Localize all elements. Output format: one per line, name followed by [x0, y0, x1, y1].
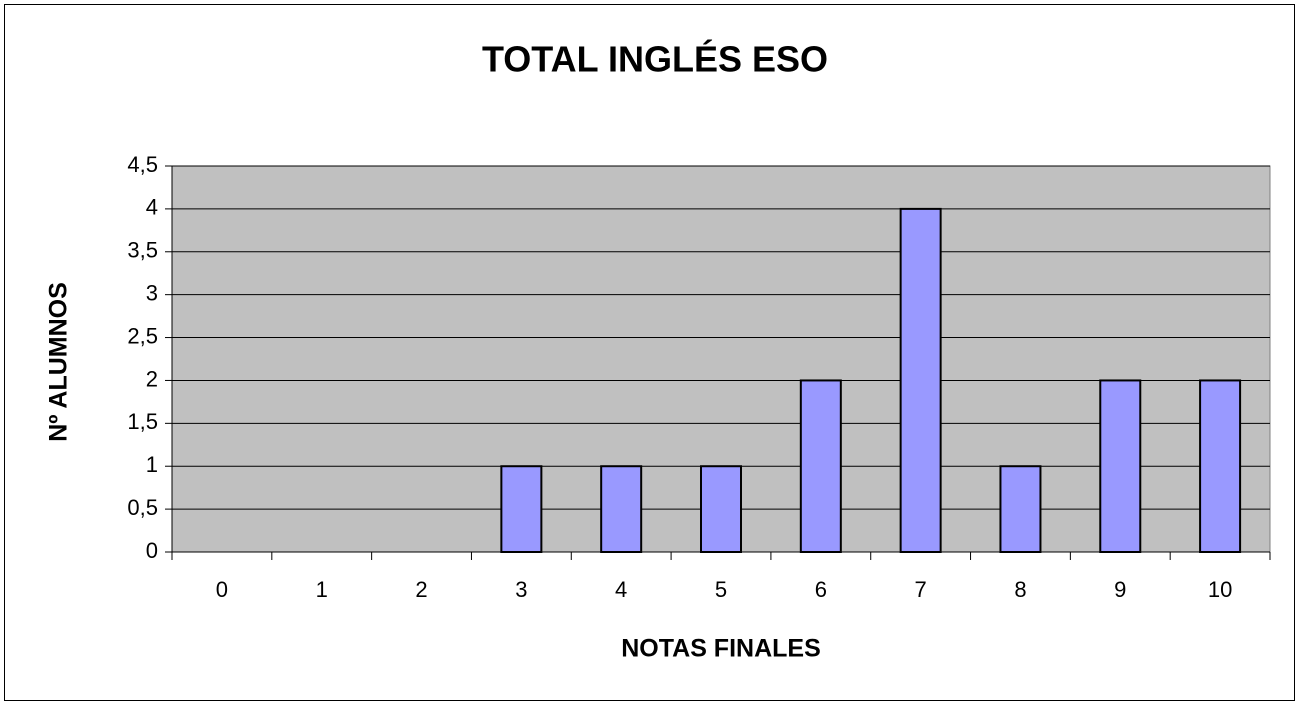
- y-tick-label: 0,5: [127, 495, 158, 520]
- y-tick-label: 1: [146, 452, 158, 477]
- bar: [899, 207, 942, 553]
- x-tick-label: 10: [1208, 577, 1232, 602]
- bar: [500, 465, 543, 554]
- x-tick-label: 1: [316, 577, 328, 602]
- y-tick-label: 1,5: [127, 409, 158, 434]
- x-tick-label: 8: [1014, 577, 1026, 602]
- x-tick-label: 6: [815, 577, 827, 602]
- y-tick-label: 3,5: [127, 238, 158, 263]
- x-tick-label: 5: [715, 577, 727, 602]
- bar: [1199, 379, 1242, 554]
- x-tick-label: 2: [415, 577, 427, 602]
- y-axis-title: Nº ALUMNOS: [45, 282, 73, 442]
- bar: [600, 465, 643, 554]
- chart-title: TOTAL INGLÉS ESO: [482, 39, 828, 80]
- bar: [1099, 379, 1142, 554]
- y-tick-label: 4,5: [127, 152, 158, 177]
- x-tick-label: 9: [1114, 577, 1126, 602]
- y-tick-label: 4: [146, 195, 158, 220]
- bar: [799, 379, 842, 554]
- y-tick-label: 0: [146, 538, 158, 563]
- x-axis-title: NOTAS FINALES: [621, 635, 821, 663]
- x-tick-label: 7: [915, 577, 927, 602]
- bar: [700, 465, 742, 554]
- bar: [999, 465, 1042, 554]
- y-tick-label: 3: [146, 280, 158, 305]
- x-tick-label: 3: [515, 577, 527, 602]
- y-tick-label: 2,5: [127, 323, 158, 348]
- x-tick-label: 0: [216, 577, 228, 602]
- y-tick-label: 2: [146, 366, 158, 391]
- x-tick-label: 4: [615, 577, 627, 602]
